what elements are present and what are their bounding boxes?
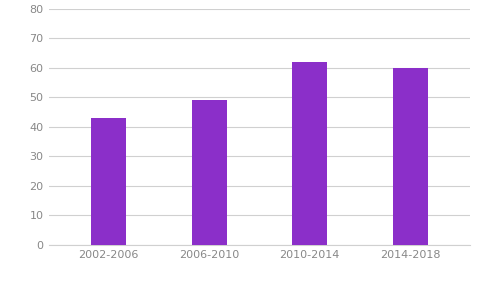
Bar <box>91 118 126 245</box>
Bar <box>291 62 327 245</box>
Bar <box>392 68 427 245</box>
Bar <box>191 100 227 245</box>
